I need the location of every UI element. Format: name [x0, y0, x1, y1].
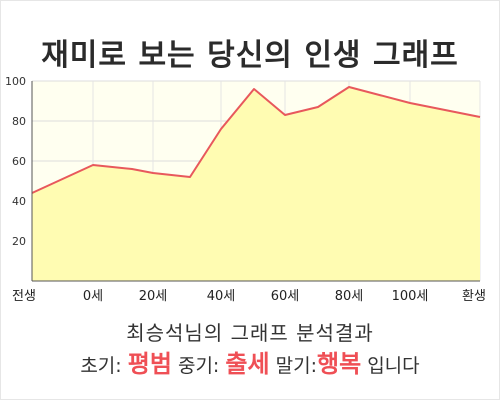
x-tick-label: 60세 [271, 289, 300, 304]
late-label: 말기: [275, 355, 317, 377]
early-value: 평범 [127, 350, 172, 378]
x-tick-label: 0세 [83, 289, 103, 304]
life-graph-chart: 20 40 60 80 100 전생 0세 20세 40세 60세 80세 100세 환생 [5, 75, 486, 304]
x-tick-label: 80세 [335, 289, 364, 304]
middle-value: 출세 [225, 350, 270, 378]
y-tick-label: 20 [12, 235, 26, 248]
life-line [31, 86, 481, 194]
middle-label: 중기: [177, 355, 220, 377]
y-tick-label: 80 [12, 115, 26, 128]
y-tick-label: 100 [5, 75, 26, 88]
y-tick-label: 40 [12, 195, 26, 208]
result-heading: 최승석님의 그래프 분석결과 [126, 321, 374, 345]
late-value: 행복 [316, 350, 362, 378]
early-label: 초기: [80, 355, 122, 377]
page-title: 재미로 보는 당신의 인생 그래프 [41, 38, 459, 73]
x-tick-label: 40세 [207, 289, 236, 304]
result-suffix: 입니다 [367, 355, 420, 377]
x-tick-label: 환생 [462, 289, 486, 304]
y-tick-label: 60 [12, 155, 26, 168]
y-tick-labels: 20 40 60 80 100 [5, 75, 26, 248]
x-tick-label: 전생 [12, 289, 36, 304]
x-tick-label: 100세 [392, 289, 429, 304]
x-tick-labels: 전생 0세 20세 40세 60세 80세 100세 환생 [12, 289, 486, 304]
axes [31, 81, 480, 282]
result-summary: 초기: 평범 중기: 출세 말기:행복 입니다 [0, 344, 500, 379]
x-tick-label: 20세 [139, 289, 168, 304]
life-area [32, 87, 480, 281]
